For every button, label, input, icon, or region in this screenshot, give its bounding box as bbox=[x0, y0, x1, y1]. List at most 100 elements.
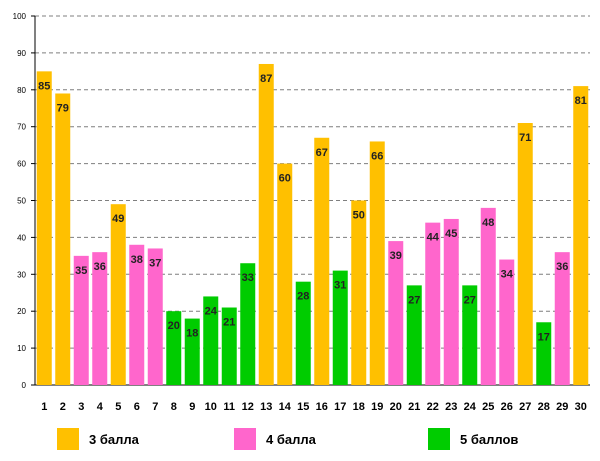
bar-9 bbox=[184, 318, 200, 385]
bar-23 bbox=[443, 218, 459, 385]
bar-27 bbox=[517, 123, 533, 385]
x-tick-label-18: 18 bbox=[353, 401, 365, 413]
bar-17 bbox=[332, 270, 348, 385]
x-tick-label-12: 12 bbox=[242, 401, 254, 413]
data-label-18: 50 bbox=[353, 210, 365, 222]
data-label-2: 79 bbox=[57, 102, 69, 114]
y-tick-label-60: 60 bbox=[17, 160, 26, 169]
data-label-20: 39 bbox=[390, 250, 402, 262]
bar-5 bbox=[110, 204, 126, 385]
x-tick-label-10: 10 bbox=[205, 401, 217, 413]
bar-25 bbox=[480, 207, 496, 385]
x-tick-label-21: 21 bbox=[408, 401, 420, 413]
legend-swatch-5 bbox=[428, 428, 450, 450]
data-label-3: 35 bbox=[75, 265, 87, 277]
data-label-19: 66 bbox=[371, 150, 383, 162]
legend-swatch-4 bbox=[234, 428, 256, 450]
bar-1 bbox=[36, 71, 52, 385]
data-label-16: 67 bbox=[316, 147, 328, 159]
legend-swatch-3 bbox=[57, 428, 79, 450]
data-label-27: 71 bbox=[519, 132, 531, 144]
x-tick-label-15: 15 bbox=[297, 401, 309, 413]
x-tick-label-28: 28 bbox=[538, 401, 550, 413]
data-label-12: 33 bbox=[242, 272, 254, 284]
bar-18 bbox=[351, 200, 367, 385]
bar-16 bbox=[314, 137, 330, 385]
data-label-13: 87 bbox=[260, 73, 272, 85]
bar-24 bbox=[462, 285, 478, 385]
bar-12 bbox=[240, 263, 256, 385]
x-tick-label-24: 24 bbox=[464, 401, 477, 413]
legend-label-4: 4 балла bbox=[266, 431, 316, 447]
bar-19 bbox=[369, 141, 385, 385]
x-tick-label-26: 26 bbox=[501, 401, 513, 413]
x-tick-label-7: 7 bbox=[152, 401, 158, 413]
y-tick-label-50: 50 bbox=[17, 197, 26, 206]
x-tick-label-27: 27 bbox=[519, 401, 531, 413]
y-tick-label-0: 0 bbox=[22, 381, 27, 390]
bar-29 bbox=[554, 252, 570, 385]
x-tick-label-13: 13 bbox=[260, 401, 272, 413]
data-label-8: 20 bbox=[168, 320, 180, 332]
bar-2 bbox=[55, 93, 71, 386]
bar-28 bbox=[536, 322, 552, 385]
x-tick-label-16: 16 bbox=[316, 401, 328, 413]
y-tick-label-10: 10 bbox=[17, 344, 26, 353]
bar-7 bbox=[147, 248, 163, 385]
x-tick-label-1: 1 bbox=[41, 401, 47, 413]
x-tick-label-3: 3 bbox=[78, 401, 84, 413]
bar-6 bbox=[129, 244, 145, 385]
data-label-29: 36 bbox=[556, 261, 568, 273]
x-tick-label-6: 6 bbox=[134, 401, 140, 413]
legend-item-5: 5 баллов bbox=[428, 428, 518, 450]
bar-20 bbox=[388, 241, 404, 385]
bar-4 bbox=[92, 252, 108, 385]
x-tick-label-30: 30 bbox=[575, 401, 587, 413]
y-tick-label-20: 20 bbox=[17, 307, 26, 316]
bar-13 bbox=[258, 63, 274, 385]
bar-3 bbox=[73, 255, 89, 385]
x-tick-label-22: 22 bbox=[427, 401, 439, 413]
x-tick-label-25: 25 bbox=[482, 401, 494, 413]
data-label-7: 37 bbox=[149, 257, 161, 269]
data-label-21: 27 bbox=[408, 294, 420, 306]
bar-8 bbox=[166, 311, 182, 385]
x-tick-label-20: 20 bbox=[390, 401, 402, 413]
x-tick-label-23: 23 bbox=[445, 401, 457, 413]
x-tick-label-11: 11 bbox=[223, 401, 235, 413]
legend-label-3: 3 балла bbox=[89, 431, 139, 447]
data-label-22: 44 bbox=[427, 232, 440, 244]
y-tick-label-100: 100 bbox=[13, 12, 27, 21]
data-label-30: 81 bbox=[575, 95, 587, 107]
x-tick-label-29: 29 bbox=[556, 401, 568, 413]
x-tick-label-9: 9 bbox=[189, 401, 195, 413]
data-label-17: 31 bbox=[334, 280, 346, 292]
y-tick-label-90: 90 bbox=[17, 49, 26, 58]
x-tick-label-4: 4 bbox=[97, 401, 104, 413]
data-label-14: 60 bbox=[279, 173, 291, 185]
bar-14 bbox=[277, 163, 293, 385]
x-tick-label-5: 5 bbox=[115, 401, 121, 413]
data-label-5: 49 bbox=[112, 213, 124, 225]
y-tick-label-70: 70 bbox=[17, 123, 26, 132]
bar-26 bbox=[499, 259, 515, 385]
y-tick-label-40: 40 bbox=[17, 233, 26, 242]
bar-30 bbox=[573, 86, 589, 386]
data-label-24: 27 bbox=[464, 294, 476, 306]
y-tick-label-80: 80 bbox=[17, 86, 26, 95]
bar-10 bbox=[203, 296, 219, 385]
data-label-28: 17 bbox=[538, 331, 550, 343]
data-label-1: 85 bbox=[38, 80, 50, 92]
data-label-4: 36 bbox=[94, 261, 106, 273]
legend-item-3: 3 балла bbox=[57, 428, 139, 450]
data-label-26: 34 bbox=[501, 269, 514, 281]
y-tick-label-30: 30 bbox=[17, 270, 26, 279]
data-label-11: 21 bbox=[223, 317, 235, 329]
legend-label-5: 5 баллов bbox=[460, 431, 519, 447]
data-label-6: 38 bbox=[131, 254, 143, 266]
x-tick-label-17: 17 bbox=[334, 401, 346, 413]
bar-15 bbox=[295, 281, 311, 385]
x-tick-label-19: 19 bbox=[371, 401, 383, 413]
bar-11 bbox=[221, 307, 237, 385]
